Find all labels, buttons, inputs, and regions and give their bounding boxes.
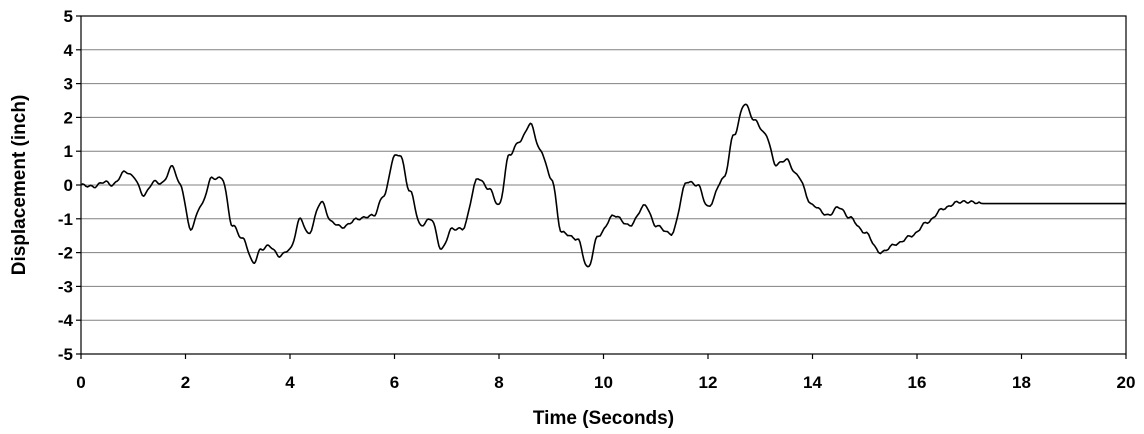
tick-marks	[76, 15, 1127, 359]
y-tick-label: -5	[58, 345, 73, 364]
displacement-series-line	[80, 103, 1126, 268]
x-tick-label: 20	[1117, 373, 1136, 392]
y-tick-label: 4	[64, 41, 74, 60]
y-tick-label: -4	[58, 311, 74, 330]
x-tick-label: 10	[594, 373, 613, 392]
y-tick-label: 0	[64, 176, 73, 195]
y-tick-label: 2	[64, 108, 73, 127]
y-tick-label: 3	[64, 75, 73, 94]
x-axis-title: Time (Seconds)	[533, 408, 674, 429]
y-tick-label: 5	[64, 7, 73, 26]
x-tick-label: 6	[390, 373, 399, 392]
x-tick-label: 14	[803, 373, 822, 392]
grid-lines	[81, 15, 1126, 355]
x-tick-label: 12	[699, 373, 718, 392]
y-tick-labels: 5 4 3 2 1 0 -1 -2 -3 -4 -5	[58, 7, 74, 364]
x-tick-label: 8	[494, 373, 503, 392]
y-tick-label: -1	[58, 210, 73, 229]
y-axis-title: Displacement (inch)	[9, 95, 30, 276]
x-tick-label: 4	[285, 373, 295, 392]
x-tick-label: 0	[76, 373, 85, 392]
x-tick-labels: 0 2 4 6 8 10 12 14 16 18 20	[76, 373, 1135, 392]
y-tick-label: -2	[58, 244, 73, 263]
x-tick-label: 16	[908, 373, 927, 392]
x-tick-label: 18	[1012, 373, 1031, 392]
y-tick-label: -3	[58, 277, 73, 296]
x-tick-label: 2	[181, 373, 190, 392]
y-tick-label: 1	[64, 142, 73, 161]
